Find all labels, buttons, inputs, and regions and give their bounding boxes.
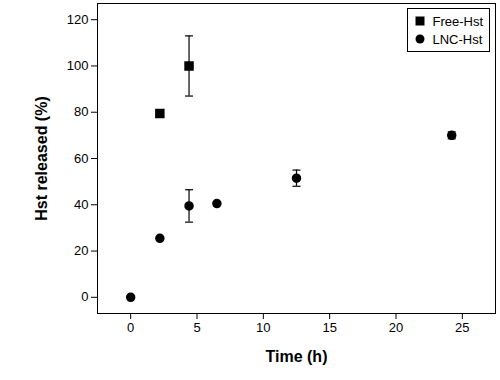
svg-text:40: 40: [74, 197, 88, 212]
svg-text:100: 100: [67, 58, 89, 73]
svg-text:0: 0: [127, 320, 134, 335]
html-text:Free-Hst: Free-Hst: [432, 13, 483, 29]
svg-text:0: 0: [81, 289, 88, 304]
svg-text:20: 20: [74, 243, 88, 258]
svg-text:60: 60: [74, 151, 88, 166]
svg-text:Hst released (%): Hst released (%): [33, 96, 50, 221]
svg-text:Time (h): Time (h): [266, 348, 328, 365]
svg-text:120: 120: [67, 12, 89, 27]
svg-text:20: 20: [389, 320, 403, 335]
svg-text:25: 25: [455, 320, 469, 335]
svg-text:10: 10: [256, 320, 270, 335]
svg-text:15: 15: [322, 320, 336, 335]
svg-text:80: 80: [74, 104, 88, 119]
html-text:LNC-Hst: LNC-Hst: [432, 31, 483, 47]
svg-text:5: 5: [193, 320, 200, 335]
